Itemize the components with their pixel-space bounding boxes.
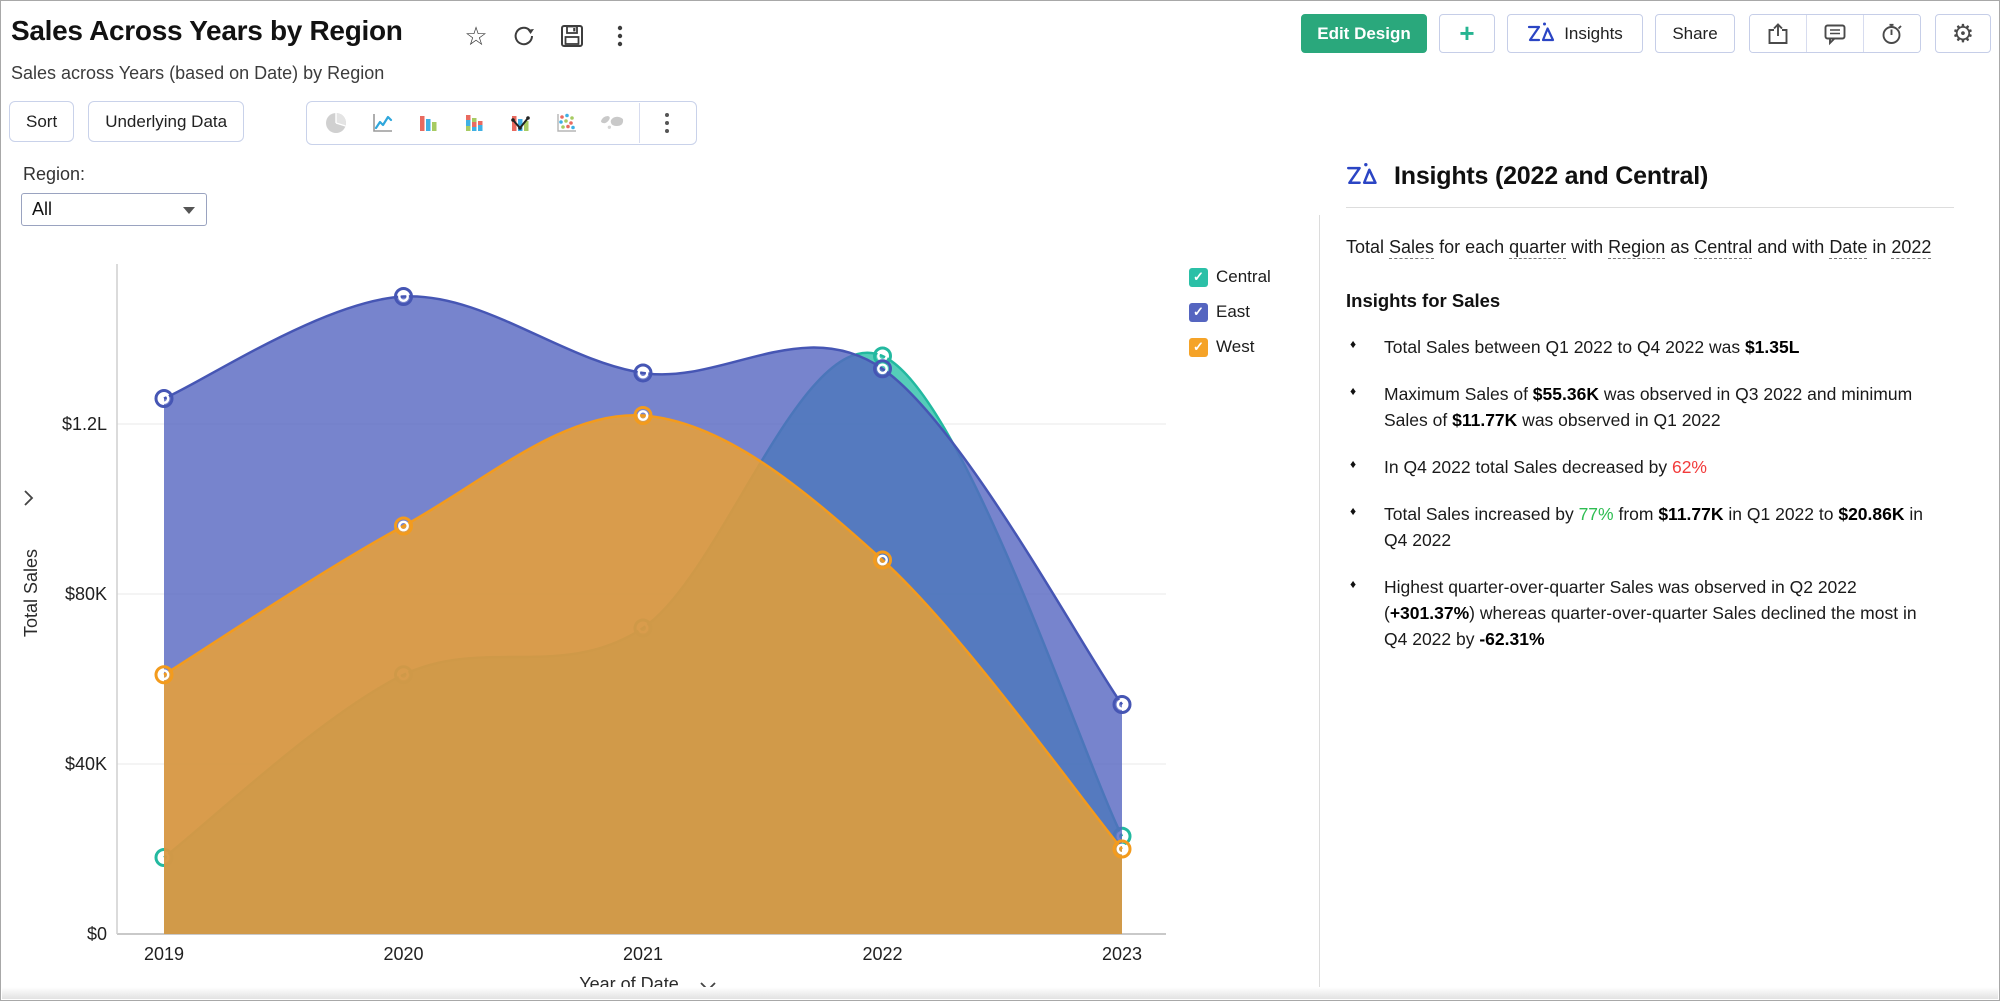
y-axis-title[interactable]: Total Sales — [21, 549, 41, 637]
x-tick-label: 2023 — [1102, 944, 1142, 964]
insight-bullet: ♦ Total Sales increased by 77% from $11.7… — [1346, 501, 1958, 553]
region-filter-value: All — [32, 199, 53, 219]
bottom-scroll-strip[interactable] — [2, 987, 1998, 999]
y-tick-label: $40K — [65, 754, 107, 774]
positive-change-value: 77% — [1578, 504, 1614, 524]
zia-insights-label: Insights — [1564, 23, 1623, 43]
insights-summary: Total Sales for each quarter with Region… — [1346, 237, 1932, 259]
insight-term[interactable]: quarter — [1509, 237, 1567, 259]
alarm-icon[interactable] — [1863, 15, 1920, 52]
chevron-down-icon — [183, 207, 195, 214]
insights-panel: Insights (2022 and Central) Total Sales … — [1346, 161, 1958, 673]
x-tick-label: 2020 — [383, 944, 423, 964]
zia-icon — [1347, 162, 1377, 185]
legend-label: Central — [1216, 267, 1271, 286]
underlying-data-button[interactable]: Underlying Data — [88, 101, 245, 142]
data-point[interactable] — [633, 406, 653, 425]
legend-item-west[interactable]: ✓ West — [1189, 337, 1271, 357]
settings-gear-icon[interactable]: ⚙ — [1935, 14, 1991, 53]
add-button[interactable]: + — [1439, 14, 1495, 53]
x-tick-label: 2021 — [623, 944, 663, 964]
y-axis-chevron-icon — [24, 490, 34, 506]
negative-change-value: 62% — [1671, 457, 1707, 477]
toolbar-divider — [639, 103, 641, 143]
insight-term[interactable]: 2022 — [1891, 237, 1932, 259]
insights-title: Insights (2022 and Central) — [1394, 161, 1709, 190]
insight-bullet-text: Total Sales increased by 77% from $11.77… — [1384, 504, 1923, 550]
data-point[interactable] — [154, 389, 174, 408]
insight-bullet-text: Highest quarter-over-quarter Sales was o… — [1384, 577, 1917, 649]
more-chart-types-icon[interactable] — [644, 106, 690, 140]
y-tick-label: $1.2L — [62, 414, 107, 434]
legend-item-central[interactable]: ✓ Central — [1189, 267, 1271, 287]
data-point[interactable] — [394, 287, 413, 306]
zia-icon — [1528, 22, 1555, 41]
y-tick-label: $0 — [87, 924, 107, 944]
favorite-star-icon[interactable]: ☆ — [464, 21, 488, 51]
zia-insights-button[interactable]: Insights — [1507, 14, 1643, 53]
sort-button[interactable]: Sort — [9, 101, 75, 142]
insight-term[interactable]: Date — [1829, 237, 1868, 259]
edit-design-button[interactable]: Edit Design — [1301, 14, 1427, 53]
chart-type-switcher — [306, 101, 698, 145]
bar-chart-icon[interactable] — [405, 106, 451, 140]
region-filter-dropdown[interactable]: All — [21, 193, 207, 226]
data-point[interactable] — [394, 516, 413, 536]
bullet-diamond-icon: ♦ — [1350, 337, 1357, 351]
stacked-bar-icon[interactable] — [451, 106, 497, 140]
legend-label: East — [1216, 302, 1251, 321]
page-subtitle: Sales across Years (based on Date) by Re… — [11, 63, 385, 83]
more-vertical-icon[interactable] — [607, 23, 633, 49]
insight-bullet: ♦ Total Sales between Q1 2022 to Q4 2022 … — [1346, 334, 1958, 360]
combo-chart-icon[interactable] — [497, 106, 543, 140]
save-icon[interactable] — [559, 23, 585, 49]
insight-bullet-text: In Q4 2022 total Sales decreased by 62% — [1384, 457, 1707, 477]
map-chart-icon[interactable] — [589, 106, 635, 140]
legend-checkbox[interactable]: ✓ — [1189, 302, 1208, 322]
insight-bullet-text: Total Sales between Q1 2022 to Q4 2022 w… — [1384, 337, 1800, 357]
insight-bullet-text: Maximum Sales of $55.36K was observed in… — [1384, 384, 1913, 430]
insights-divider — [1346, 207, 1954, 208]
legend-label: West — [1216, 337, 1255, 356]
series-west[interactable] — [154, 406, 1132, 935]
legend-item-east[interactable]: ✓ East — [1189, 302, 1271, 322]
data-point[interactable] — [633, 363, 653, 383]
insight-term[interactable]: Region — [1608, 237, 1666, 259]
insight-term[interactable]: Sales — [1389, 237, 1435, 259]
legend-checkbox[interactable]: ✓ — [1189, 267, 1208, 287]
export-icon[interactable] — [1750, 15, 1806, 52]
data-point[interactable] — [1112, 839, 1132, 859]
insight-bullet: ♦ In Q4 2022 total Sales decreased by 62% — [1346, 454, 1958, 480]
legend-checkbox[interactable]: ✓ — [1189, 337, 1208, 357]
bullet-diamond-icon: ♦ — [1350, 384, 1357, 398]
y-tick-label: $80K — [65, 584, 107, 604]
page-title: Sales Across Years by Region — [11, 15, 403, 46]
insight-bullet: ♦ Highest quarter-over-quarter Sales was … — [1346, 574, 1958, 652]
panel-divider — [1319, 215, 1320, 993]
data-point[interactable] — [154, 665, 174, 685]
bullet-diamond-icon: ♦ — [1350, 577, 1357, 591]
insight-bullet: ♦ Maximum Sales of $55.36K was observed i… — [1346, 381, 1958, 433]
region-filter-label: Region: — [23, 164, 86, 184]
chart-legend: ✓ Central ✓ East ✓ West — [1189, 267, 1271, 357]
bullet-diamond-icon: ♦ — [1350, 504, 1357, 518]
line-chart-icon[interactable] — [359, 106, 405, 140]
insights-section-title: Insights for Sales — [1346, 290, 1501, 311]
x-tick-label: 2022 — [862, 944, 902, 964]
x-tick-label: 2019 — [144, 944, 184, 964]
scatter-chart-icon[interactable] — [543, 106, 589, 140]
data-point[interactable] — [873, 359, 892, 379]
data-point[interactable] — [1112, 695, 1132, 714]
data-point[interactable] — [873, 550, 892, 570]
pie-chart-icon[interactable] — [313, 106, 359, 140]
refresh-icon[interactable] — [511, 23, 537, 49]
share-button[interactable]: Share — [1655, 14, 1735, 53]
comment-icon[interactable] — [1806, 15, 1863, 52]
insights-bullet-list: ♦ Total Sales between Q1 2022 to Q4 2022 … — [1346, 334, 1958, 652]
insight-term[interactable]: Central — [1694, 237, 1753, 259]
bullet-diamond-icon: ♦ — [1350, 457, 1357, 471]
